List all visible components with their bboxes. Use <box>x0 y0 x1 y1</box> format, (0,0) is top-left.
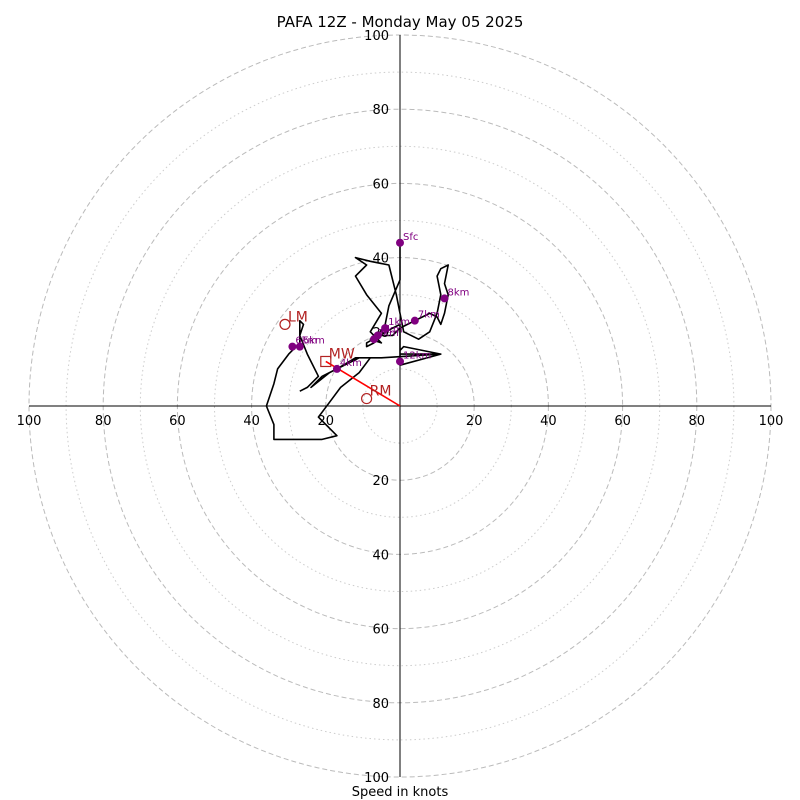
height-marker-3km <box>370 335 379 344</box>
storm-motion-lm-marker <box>279 318 291 330</box>
height-label-sfc: Sfc <box>403 232 418 243</box>
storm-motion-mw-marker <box>320 355 332 368</box>
x-tick-label: 80 <box>689 414 706 429</box>
height-marker-1km <box>381 324 390 333</box>
tick-labels: 1008060402020406080100100806040202040608… <box>17 29 784 786</box>
y-tick-label: 80 <box>372 103 389 118</box>
height-marker-7km <box>410 316 419 325</box>
storm-motion-markers: LM MW RM <box>279 309 392 405</box>
x-tick-label: 100 <box>759 414 784 429</box>
height-label-8km: 8km <box>448 287 470 298</box>
height-marker-sfc <box>396 238 404 247</box>
x-tick-label: 20 <box>318 414 335 429</box>
x-tick-label: 40 <box>540 414 557 429</box>
x-tick-label: 20 <box>466 414 483 429</box>
height-label-2km: 2km <box>381 325 403 336</box>
height-label-1km: 1km <box>388 317 410 328</box>
storm-motion-rm-marker <box>361 392 373 405</box>
height-marker-6km <box>288 342 297 351</box>
height-marker-8km <box>440 294 449 303</box>
height-label-12km: 12km <box>403 350 431 361</box>
x-tick-label: 60 <box>614 414 631 429</box>
y-tick-label: 60 <box>372 177 389 192</box>
y-tick-label: 20 <box>372 474 389 489</box>
chart-title: PAFA 12Z - Monday May 05 2025 <box>277 13 524 31</box>
height-label-5km: 5km <box>303 336 325 347</box>
y-tick-label: 60 <box>372 623 389 638</box>
y-tick-label: 40 <box>372 548 389 563</box>
x-tick-label: 80 <box>95 414 112 429</box>
height-label-4km: 4km <box>340 358 362 369</box>
trace-line <box>265 242 450 441</box>
hodograph-trace <box>265 242 450 441</box>
y-tick-label: 100 <box>364 771 389 786</box>
height-label-3km: 3km <box>377 328 399 339</box>
x-tick-label: 100 <box>17 414 42 429</box>
storm-motion-lm-label: LM <box>288 309 308 325</box>
storm-motion-rm-label: RM <box>370 384 392 400</box>
x-tick-label: 60 <box>169 414 186 429</box>
height-label-6km: 6km <box>295 336 317 347</box>
y-tick-label: 80 <box>372 697 389 712</box>
x-axis-label: Speed in knots <box>352 785 449 800</box>
height-marker-12km <box>396 357 404 366</box>
height-label-7km: 7km <box>418 310 440 321</box>
y-tick-label: 100 <box>364 29 389 44</box>
height-marker-4km <box>332 364 341 373</box>
storm-motion-mw-label: MW <box>329 346 355 362</box>
x-tick-label: 40 <box>243 414 260 429</box>
